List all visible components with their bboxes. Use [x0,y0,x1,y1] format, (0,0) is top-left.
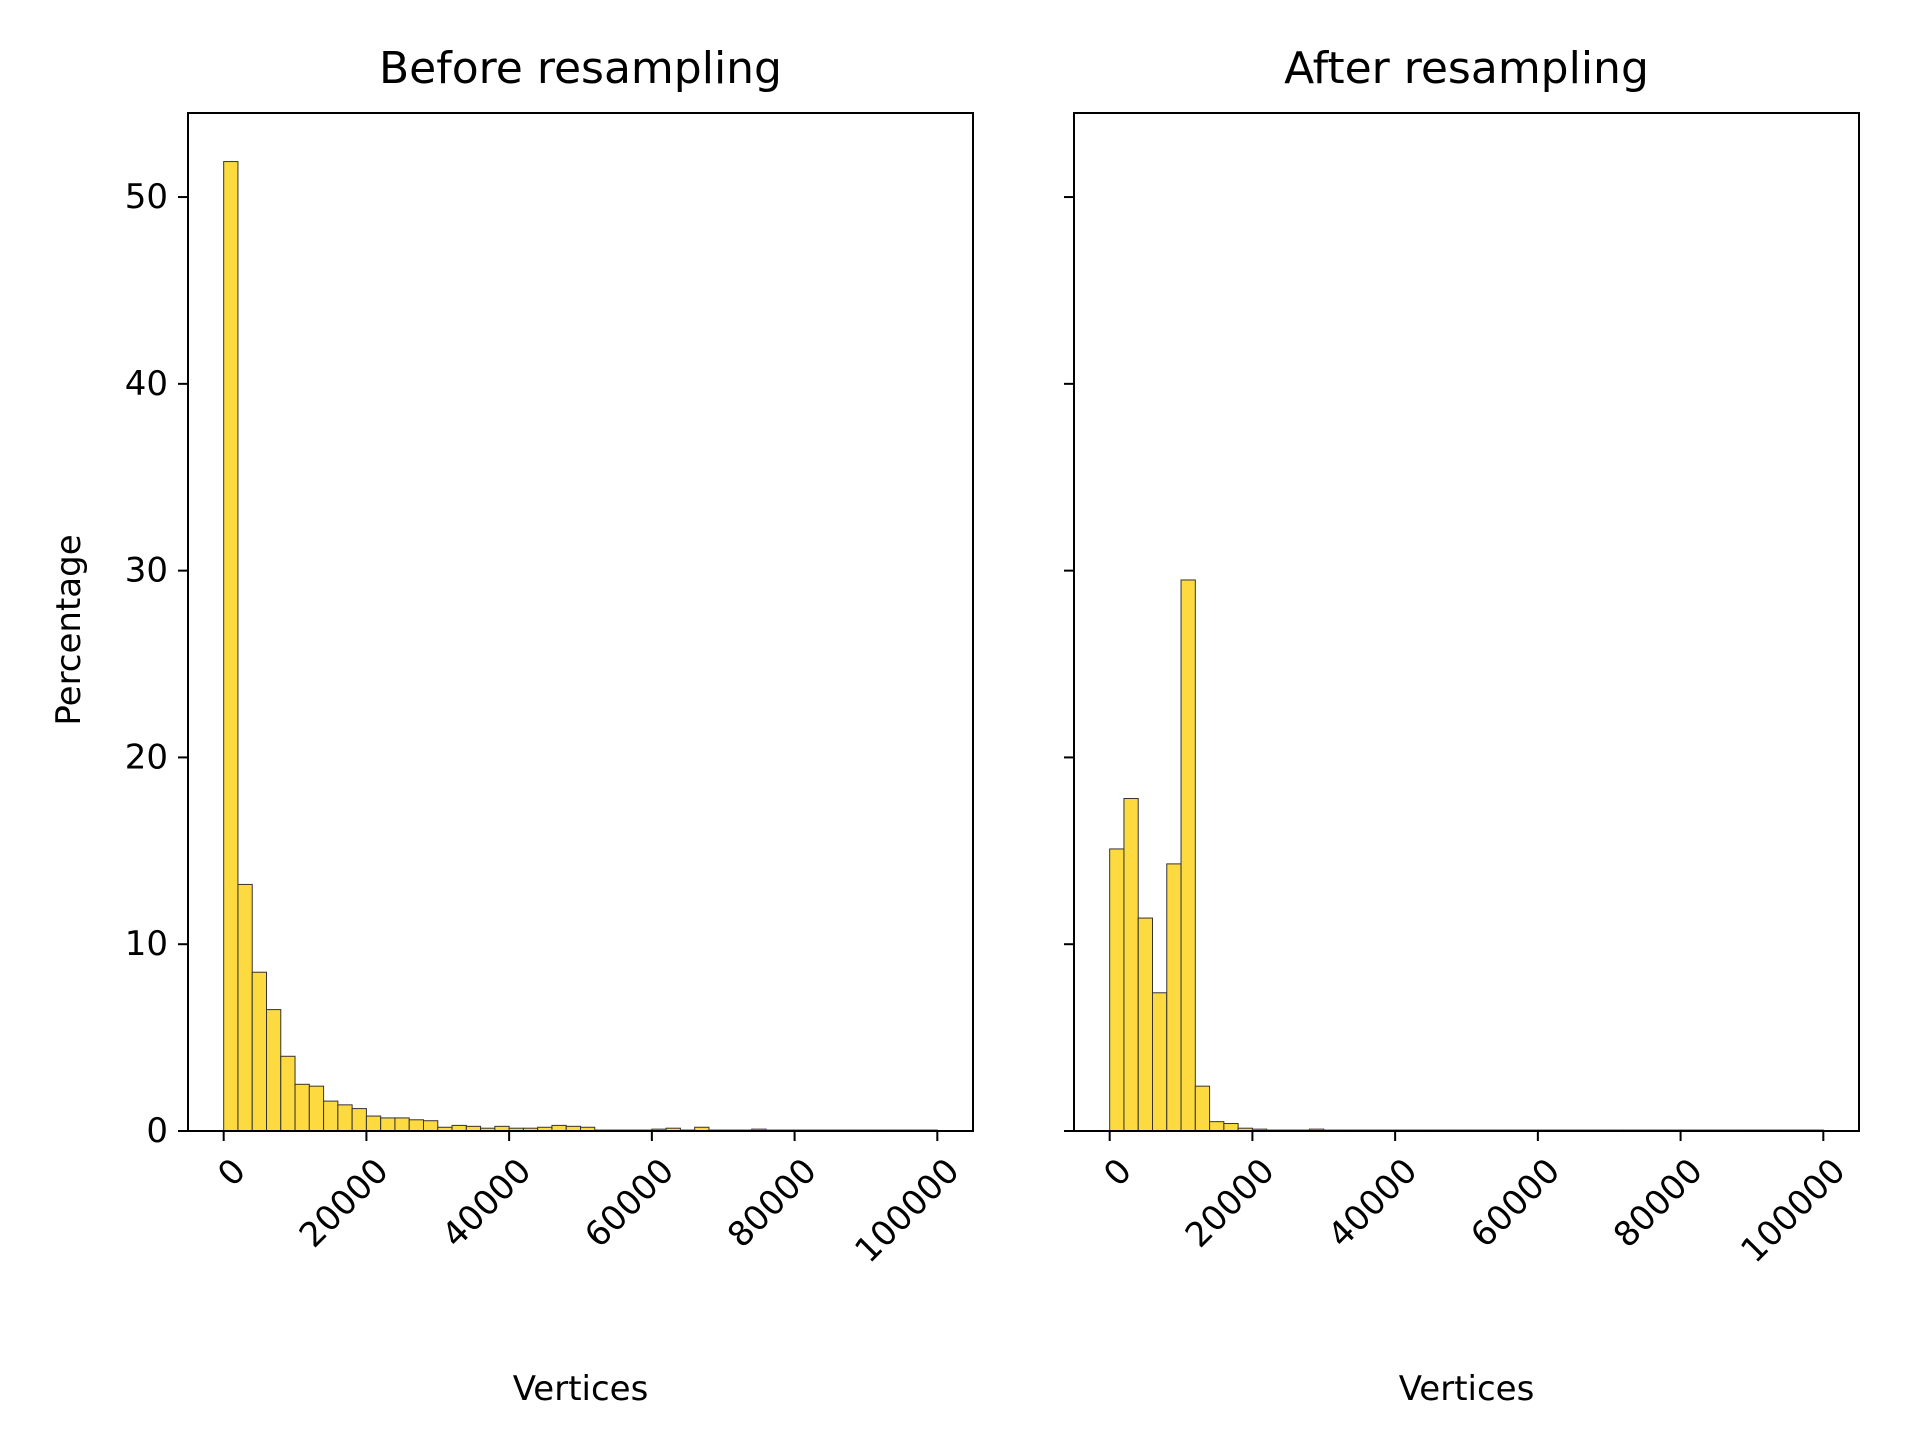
x-tick-label: 20000 [1178,1151,1283,1256]
histogram-bar [380,1117,396,1132]
histogram-bar [323,1100,339,1132]
y-tick-label: 20 [125,737,168,777]
figure-ylabel: Percentage [49,534,89,725]
histogram-bar [365,1115,382,1132]
y-tick-label: 10 [125,924,168,964]
histogram-bar [237,883,253,1132]
histogram-bar [1109,848,1125,1132]
x-tick-label: 40000 [435,1151,540,1256]
y-tick-label: 30 [125,551,168,591]
panel-after-resampling: After resampling 0 20000 40000 60000 80000 100… [1064,43,1860,1409]
histogram-bar [423,1120,439,1132]
histogram-bar [408,1119,425,1132]
histogram-bar [1166,863,1182,1132]
x-tick-label: 60000 [577,1151,682,1256]
histogram-bar [1180,579,1196,1132]
histogram-bar [337,1104,353,1132]
y-tick-label: 0 [146,1111,168,1151]
x-tick-label: 100000 [847,1151,967,1271]
x-axis-label: Vertices [1399,1369,1535,1409]
x-tick-label: 80000 [1606,1151,1711,1256]
y-tick-label: 40 [125,364,168,404]
x-tick-label: 0 [1096,1151,1140,1195]
x-tick-label: 40000 [1321,1151,1426,1256]
histogram-bar [266,1009,282,1132]
histogram-bar [1209,1121,1225,1132]
histogram-bar [1137,917,1153,1132]
histogram-bar [394,1117,410,1132]
axes-frame [187,112,974,1132]
x-tick-label: 60000 [1463,1151,1568,1256]
histogram-bar [1194,1085,1211,1132]
histogram-bar [280,1055,296,1132]
histogram-bar [251,971,267,1132]
histogram-bar [1152,992,1168,1132]
histogram-bar [1123,798,1139,1132]
x-tick-label: 80000 [720,1151,825,1256]
axes-frame [1073,112,1860,1132]
histogram-bar [1223,1123,1239,1132]
panel-title: After resampling [1284,43,1649,94]
x-tick-label: 20000 [292,1151,397,1256]
x-tick-label: 100000 [1733,1151,1853,1271]
y-tick-label: 50 [125,177,168,217]
panel-title: Before resampling [379,43,782,94]
histogram-bar [223,161,239,1132]
x-tick-label: 0 [210,1151,254,1195]
histogram-bar [308,1085,325,1132]
histogram-bar [294,1083,310,1132]
x-axis-label: Vertices [513,1369,649,1409]
histogram-bar [351,1108,367,1132]
